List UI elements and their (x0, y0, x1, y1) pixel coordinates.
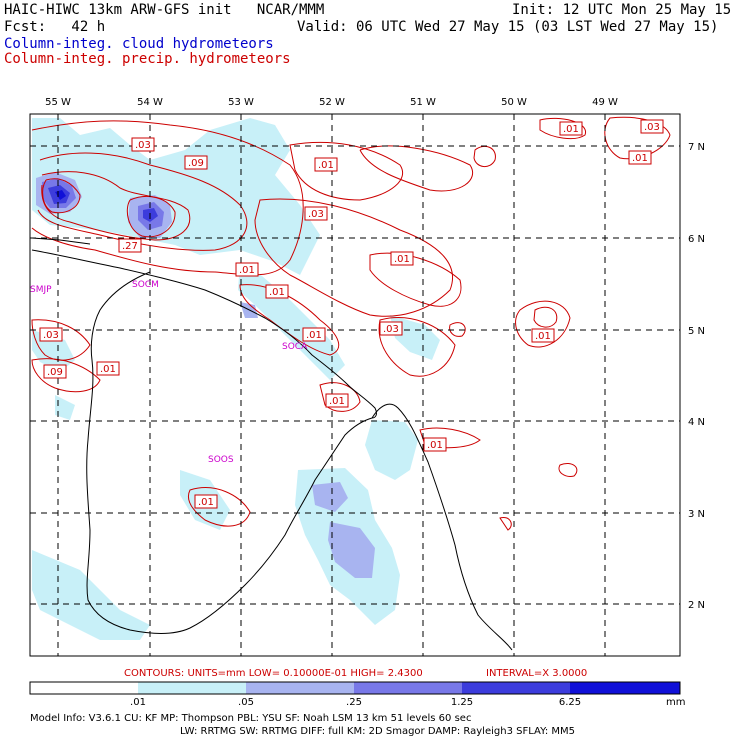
model-info-line1: Model Info: V3.6.1 CU: KF MP: Thompson P… (30, 713, 471, 724)
svg-text:.01: .01 (535, 331, 551, 342)
lon-label: 52 W (319, 97, 345, 108)
colorbar: .01 .05 .25 1.25 6.25 mm (29, 681, 685, 708)
contour-label: .01 (265, 284, 289, 299)
colorbar-tick: .05 (238, 697, 254, 708)
svg-text:.01: .01 (306, 330, 322, 341)
lat-label: 3 N (688, 509, 705, 520)
precip-field-label: Column-integ. precip. hydrometeors (4, 51, 291, 67)
contour-label: .27 (118, 238, 142, 253)
svg-text:.01: .01 (394, 254, 410, 265)
contour-label: .03 (131, 137, 155, 152)
svg-text:.01: .01 (198, 497, 214, 508)
contour-label: .01 (423, 437, 447, 452)
svg-text:.03: .03 (43, 330, 59, 341)
station-label: SOCM (132, 280, 159, 290)
svg-text:.01: .01 (329, 396, 345, 407)
contour-label: .03 (304, 206, 328, 221)
contour-interval-info: INTERVAL=X 3.0000 (486, 668, 587, 679)
colorbar-tick: 6.25 (559, 697, 581, 708)
forecast-hour: Fcst: 42 h (4, 19, 106, 35)
map-plot: SMJP SOCM SOCA SOOS .03 .09 .01 .03 .27 … (29, 113, 681, 657)
svg-text:.01: .01 (100, 364, 116, 375)
svg-text:.03: .03 (135, 140, 151, 151)
svg-text:.03: .03 (308, 209, 324, 220)
contour-units-info: CONTOURS: UNITS=mm LOW= 0.10000E-01 HIGH… (124, 668, 423, 679)
lon-label: 49 W (592, 97, 618, 108)
model-info-line2: LW: RRTMG SW: RRTMG DIFF: full KM: 2D Sm… (180, 726, 575, 737)
svg-text:.09: .09 (188, 158, 204, 169)
contour-label: .09 (43, 364, 67, 379)
colorbar-unit: mm (666, 697, 685, 708)
contour-label: .01 (194, 494, 218, 509)
lat-label: 4 N (688, 417, 705, 428)
lon-label: 51 W (410, 97, 436, 108)
svg-text:.03: .03 (644, 122, 660, 133)
latlon-grid (30, 114, 680, 656)
lon-label: 55 W (45, 97, 71, 108)
svg-text:.27: .27 (122, 241, 138, 252)
contour-label: .01 (628, 150, 652, 165)
lon-label: 50 W (501, 97, 527, 108)
map-title: HAIC-HIWC 13km ARW-GFS init NCAR/MMM (4, 2, 325, 18)
station-label: SOCA (282, 342, 308, 352)
precip-contour-layer (31, 116, 671, 531)
contour-label: .01 (235, 262, 259, 277)
contour-label: .01 (559, 121, 583, 136)
valid-time: Valid: 06 UTC Wed 27 May 15 (03 LST Wed … (297, 19, 719, 35)
contour-label: .01 (314, 157, 338, 172)
lat-label: 6 N (688, 234, 705, 245)
colorbar-tick: .01 (130, 697, 146, 708)
lon-label: 53 W (228, 97, 254, 108)
station-label: SMJP (30, 285, 52, 295)
svg-text:.01: .01 (269, 287, 285, 298)
svg-text:.09: .09 (47, 367, 63, 378)
lat-label: 7 N (688, 142, 705, 153)
svg-text:.01: .01 (239, 265, 255, 276)
contour-label: .01 (96, 361, 120, 376)
svg-text:.01: .01 (632, 153, 648, 164)
lat-label: 2 N (688, 600, 705, 611)
colorbar-tick: 1.25 (451, 697, 473, 708)
svg-text:.01: .01 (563, 124, 579, 135)
map-frame (29, 113, 681, 657)
station-label: SOOS (208, 455, 234, 465)
contour-label: .03 (640, 119, 664, 134)
coastline-layer (31, 237, 513, 651)
lat-label: 5 N (688, 326, 705, 337)
contour-label: .03 (39, 327, 63, 342)
colorbar-tick: .25 (346, 697, 362, 708)
contour-label: .03 (379, 321, 403, 336)
svg-text:.03: .03 (383, 324, 399, 335)
contour-label: .09 (184, 155, 208, 170)
contour-label: .01 (325, 393, 349, 408)
svg-text:.01: .01 (318, 160, 334, 171)
contour-label: .01 (531, 328, 555, 343)
contour-label: .01 (390, 251, 414, 266)
contour-label: .01 (302, 327, 326, 342)
svg-text:.01: .01 (427, 440, 443, 451)
cloud-field-label: Column-integ. cloud hydrometeors (4, 36, 274, 52)
contour-label-layer: .03 .09 .01 .03 .27 .01 .01 .01 .01 .03 … (39, 119, 664, 509)
init-time: Init: 12 UTC Mon 25 May 15 (512, 2, 732, 18)
lon-label: 54 W (137, 97, 163, 108)
